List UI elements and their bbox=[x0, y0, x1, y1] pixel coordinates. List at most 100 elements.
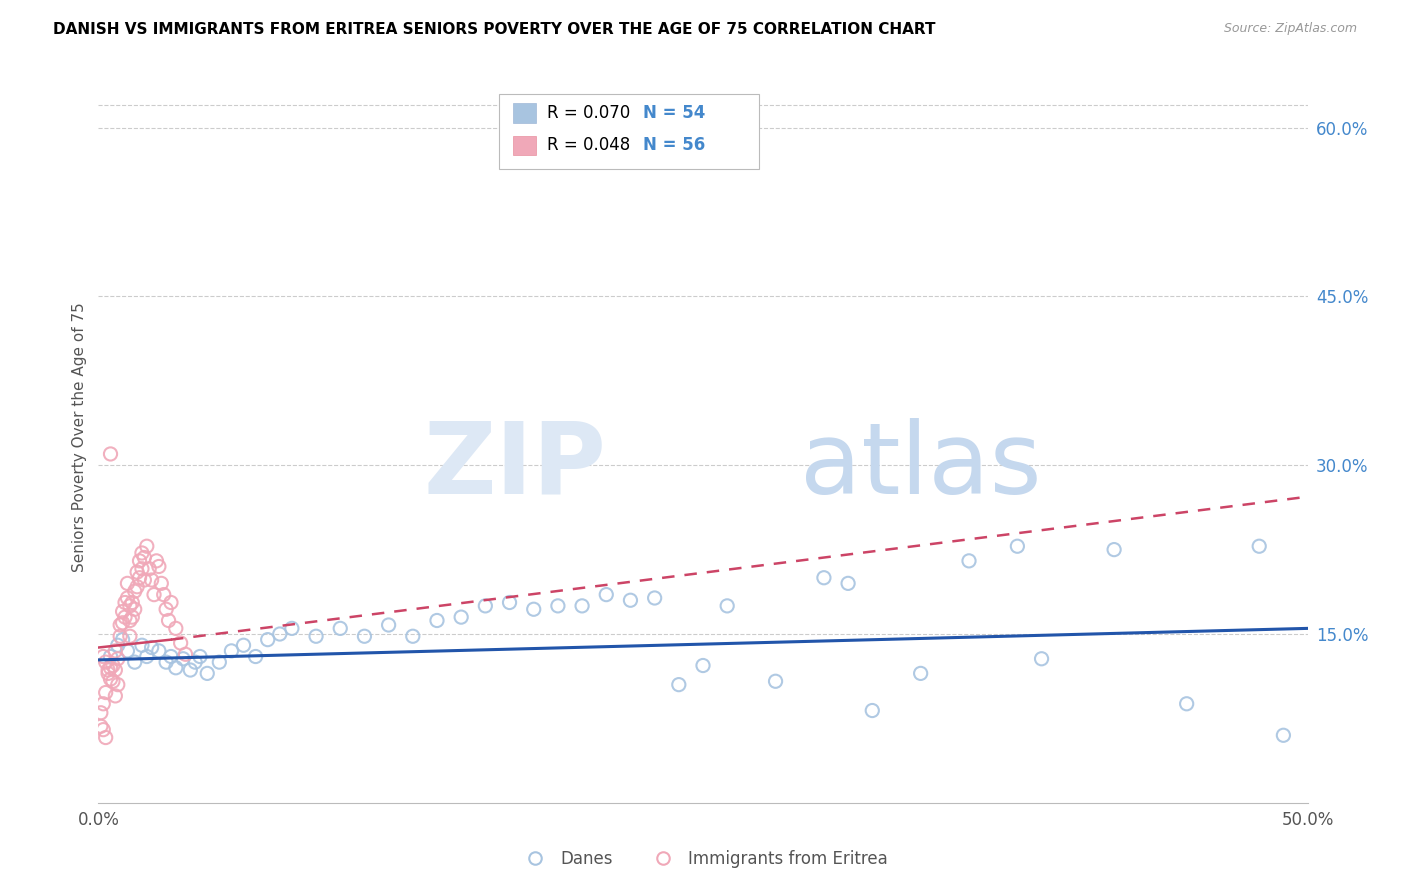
Point bbox=[138, 562, 160, 576]
Point bbox=[692, 658, 714, 673]
Point bbox=[114, 595, 136, 609]
Point bbox=[128, 554, 150, 568]
Point bbox=[910, 666, 932, 681]
Point bbox=[160, 649, 183, 664]
Text: atlas: atlas bbox=[800, 417, 1042, 515]
Point bbox=[179, 663, 201, 677]
Point bbox=[221, 644, 243, 658]
Point bbox=[134, 573, 156, 587]
Point bbox=[100, 447, 122, 461]
Point bbox=[141, 640, 163, 655]
Point bbox=[150, 576, 173, 591]
Point bbox=[165, 661, 187, 675]
Point bbox=[152, 588, 174, 602]
Point bbox=[232, 638, 254, 652]
Point bbox=[402, 629, 425, 643]
Point bbox=[426, 614, 449, 628]
Point bbox=[148, 559, 170, 574]
Point bbox=[169, 636, 191, 650]
Point bbox=[172, 652, 194, 666]
Point bbox=[104, 689, 127, 703]
Point bbox=[124, 584, 146, 599]
Text: R = 0.070: R = 0.070 bbox=[547, 104, 630, 122]
Point bbox=[523, 602, 546, 616]
Text: ZIP: ZIP bbox=[423, 417, 606, 515]
Point bbox=[94, 731, 117, 745]
Point bbox=[94, 655, 117, 669]
Text: DANISH VS IMMIGRANTS FROM ERITREA SENIORS POVERTY OVER THE AGE OF 75 CORRELATION: DANISH VS IMMIGRANTS FROM ERITREA SENIOR… bbox=[53, 22, 936, 37]
Point bbox=[837, 576, 859, 591]
Point bbox=[117, 576, 139, 591]
Point bbox=[111, 632, 134, 647]
Point bbox=[644, 591, 666, 605]
Point bbox=[155, 655, 177, 669]
Point bbox=[184, 655, 207, 669]
Point bbox=[245, 649, 267, 664]
Point bbox=[305, 629, 328, 643]
Legend: Danes, Immigrants from Eritrea: Danes, Immigrants from Eritrea bbox=[512, 844, 894, 875]
Point bbox=[135, 649, 157, 664]
Point bbox=[101, 658, 124, 673]
Point bbox=[127, 565, 149, 579]
Point bbox=[595, 588, 617, 602]
Point bbox=[1102, 542, 1125, 557]
Point bbox=[104, 663, 127, 677]
Point bbox=[111, 605, 134, 619]
Point bbox=[329, 621, 352, 635]
Text: R = 0.048: R = 0.048 bbox=[547, 136, 630, 154]
Point bbox=[128, 571, 150, 585]
Point bbox=[134, 550, 156, 565]
Point bbox=[619, 593, 641, 607]
Point bbox=[143, 588, 166, 602]
Point bbox=[195, 666, 218, 681]
Point bbox=[107, 638, 129, 652]
Point bbox=[124, 602, 146, 616]
Point bbox=[1007, 539, 1029, 553]
Point bbox=[118, 629, 141, 643]
Point bbox=[114, 610, 136, 624]
Point bbox=[90, 706, 112, 720]
Point bbox=[498, 595, 520, 609]
Point bbox=[165, 621, 187, 635]
Point bbox=[97, 666, 120, 681]
Point bbox=[716, 599, 738, 613]
Point bbox=[188, 649, 211, 664]
Point bbox=[141, 573, 163, 587]
Y-axis label: Seniors Poverty Over the Age of 75: Seniors Poverty Over the Age of 75 bbox=[72, 302, 87, 572]
Point bbox=[957, 554, 980, 568]
Point bbox=[104, 644, 127, 658]
Point bbox=[108, 629, 131, 643]
Point bbox=[107, 652, 129, 666]
Point bbox=[101, 674, 124, 689]
Point bbox=[91, 649, 114, 664]
Point bbox=[860, 704, 883, 718]
Point bbox=[208, 655, 231, 669]
Text: N = 54: N = 54 bbox=[643, 104, 704, 122]
Point bbox=[91, 697, 114, 711]
Point bbox=[131, 638, 153, 652]
Point bbox=[135, 539, 157, 553]
Point bbox=[131, 562, 153, 576]
Text: N = 56: N = 56 bbox=[643, 136, 704, 154]
Point bbox=[118, 599, 141, 613]
Point bbox=[1031, 652, 1053, 666]
Point bbox=[107, 678, 129, 692]
Point bbox=[145, 554, 167, 568]
Point bbox=[131, 546, 153, 560]
Point bbox=[571, 599, 593, 613]
Point bbox=[108, 618, 131, 632]
Point bbox=[91, 723, 114, 737]
Point bbox=[450, 610, 472, 624]
Point bbox=[281, 621, 304, 635]
Point bbox=[117, 644, 139, 658]
Point bbox=[100, 649, 122, 664]
Point bbox=[1175, 697, 1198, 711]
Point bbox=[765, 674, 787, 689]
Point bbox=[124, 655, 146, 669]
Point bbox=[155, 602, 177, 616]
Point bbox=[121, 595, 143, 609]
Point bbox=[353, 629, 375, 643]
Point bbox=[1272, 728, 1295, 742]
Point bbox=[813, 571, 835, 585]
Point bbox=[100, 672, 122, 686]
